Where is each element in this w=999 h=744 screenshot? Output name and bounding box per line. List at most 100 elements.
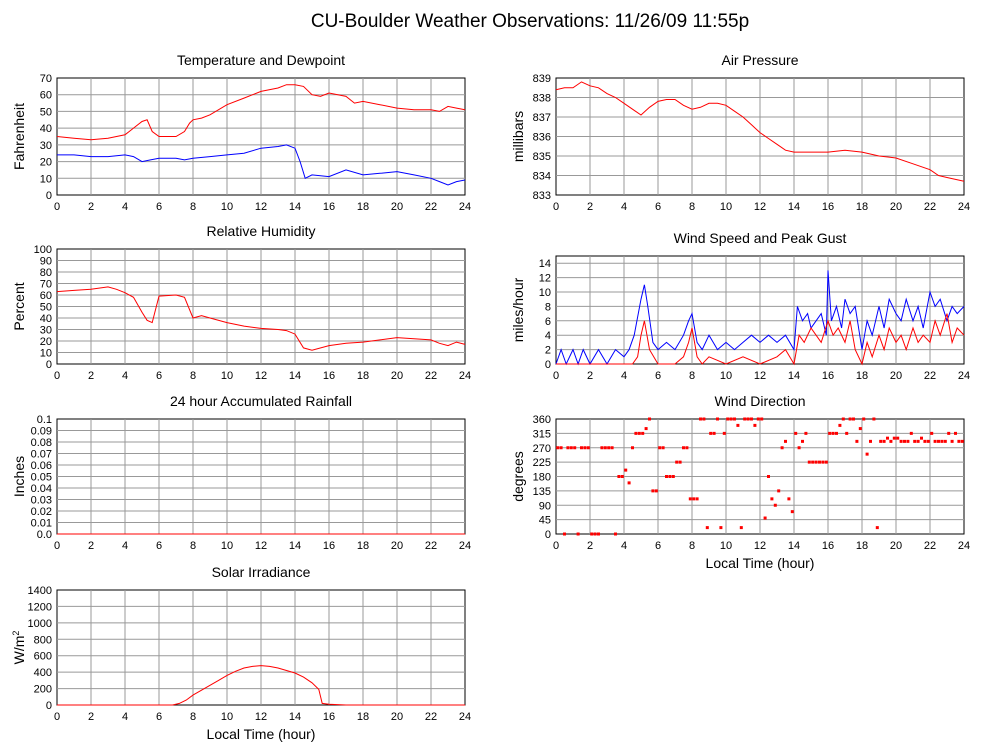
data-point	[678, 460, 682, 464]
x-tick-label: 4	[122, 201, 128, 213]
x-tick-label: 4	[621, 201, 627, 213]
y-tick-label: 0	[545, 359, 551, 371]
chart-title: 24 hour Accumulated Rainfall	[170, 393, 352, 409]
x-tick-label: 6	[156, 711, 162, 723]
x-tick-label: 20	[890, 201, 902, 213]
x-tick-label: 2	[88, 201, 94, 213]
data-point	[702, 417, 706, 421]
data-point	[665, 475, 668, 478]
y-tick-label: 60	[40, 90, 52, 102]
y-tick-label: 10	[40, 348, 52, 360]
x-tick-label: 8	[689, 540, 695, 552]
y-tick-label: 14	[539, 258, 551, 270]
x-tick-label: 24	[958, 201, 970, 213]
data-point	[610, 446, 614, 450]
data-point	[644, 427, 648, 431]
y-axis-label: Inches	[11, 456, 27, 497]
y-tick-label: 4	[545, 330, 551, 342]
data-point	[773, 503, 777, 507]
y-tick-label: 0.05	[31, 472, 52, 484]
data-point	[760, 417, 764, 421]
x-tick-label: 4	[621, 370, 627, 382]
data-point	[576, 532, 580, 536]
x-tick-label: 10	[221, 370, 233, 382]
x-tick-label: 10	[221, 201, 233, 213]
x-tick-label: 14	[788, 201, 800, 213]
x-tick-label: 12	[255, 370, 267, 382]
x-tick-label: 14	[289, 711, 301, 723]
y-axis-label: W/m2	[11, 631, 27, 665]
x-tick-label: 20	[391, 540, 403, 552]
y-tick-label: 0.1	[37, 414, 52, 426]
data-point	[814, 460, 818, 464]
data-point	[937, 439, 940, 443]
x-tick-label: 16	[323, 370, 335, 382]
y-tick-label: 70	[40, 73, 52, 85]
data-point	[960, 439, 964, 443]
y-tick-label: 10	[539, 287, 551, 299]
y-tick-label: 315	[533, 428, 551, 440]
chart-title: Wind Speed and Peak Gust	[674, 230, 847, 246]
y-axis-label: Fahrenheit	[11, 103, 27, 170]
data-point	[617, 475, 621, 478]
data-point	[614, 532, 617, 536]
data-point	[658, 446, 662, 450]
x-tick-label: 14	[289, 370, 301, 382]
x-tick-label: 2	[88, 711, 94, 723]
data-point	[838, 423, 842, 427]
data-point	[923, 439, 927, 443]
x-tick-label: 8	[689, 370, 695, 382]
y-tick-label: 0.07	[31, 449, 52, 461]
data-point	[750, 417, 753, 421]
data-point	[916, 439, 920, 443]
data-point	[726, 417, 730, 421]
x-tick-label: 12	[754, 540, 766, 552]
data-point	[790, 510, 794, 514]
data-point	[722, 431, 726, 435]
data-point	[590, 532, 594, 536]
x-tick-label: 2	[587, 201, 593, 213]
x-tick-label: 8	[190, 370, 196, 382]
x-tick-label: 0	[553, 201, 559, 213]
y-tick-label: 0.06	[31, 460, 52, 472]
y-tick-label: 50	[40, 302, 52, 314]
data-point	[930, 431, 934, 435]
x-tick-label: 22	[425, 711, 437, 723]
data-point	[855, 439, 859, 443]
data-point	[624, 468, 628, 472]
data-point	[600, 446, 604, 450]
y-tick-label: 834	[533, 171, 551, 183]
data-point	[954, 431, 957, 435]
data-point	[947, 431, 951, 435]
y-tick-label: 0.01	[31, 518, 52, 530]
x-tick-label: 16	[323, 540, 335, 552]
wind_dir-chart: 0 2 4 6 8 10 12 14 16 18 20 22 240459013518022527031…	[510, 393, 970, 571]
data-point	[573, 446, 577, 450]
x-tick-label: 10	[720, 370, 732, 382]
x-tick-label: 2	[88, 370, 94, 382]
y-tick-label: 837	[533, 112, 551, 124]
x-tick-label: 24	[459, 540, 471, 552]
y-tick-label: 270	[533, 443, 551, 455]
data-point	[862, 417, 866, 421]
x-tick-label: 2	[88, 540, 94, 552]
x-tick-label: 8	[689, 201, 695, 213]
x-tick-label: 18	[856, 201, 868, 213]
y-tick-label: 100	[34, 244, 52, 256]
data-point	[603, 446, 607, 450]
y-tick-label: 200	[34, 684, 52, 696]
y-tick-label: 40	[40, 123, 52, 135]
solar-series-0-line	[57, 665, 465, 706]
data-point	[875, 526, 879, 530]
x-tick-label: 10	[221, 711, 233, 723]
data-point	[933, 439, 937, 443]
data-point	[712, 431, 716, 435]
y-tick-label: 839	[533, 73, 551, 85]
data-point	[920, 436, 923, 440]
x-tick-label: 8	[190, 201, 196, 213]
data-point	[695, 497, 699, 501]
x-tick-label: 6	[156, 540, 162, 552]
x-tick-label: 16	[822, 370, 834, 382]
